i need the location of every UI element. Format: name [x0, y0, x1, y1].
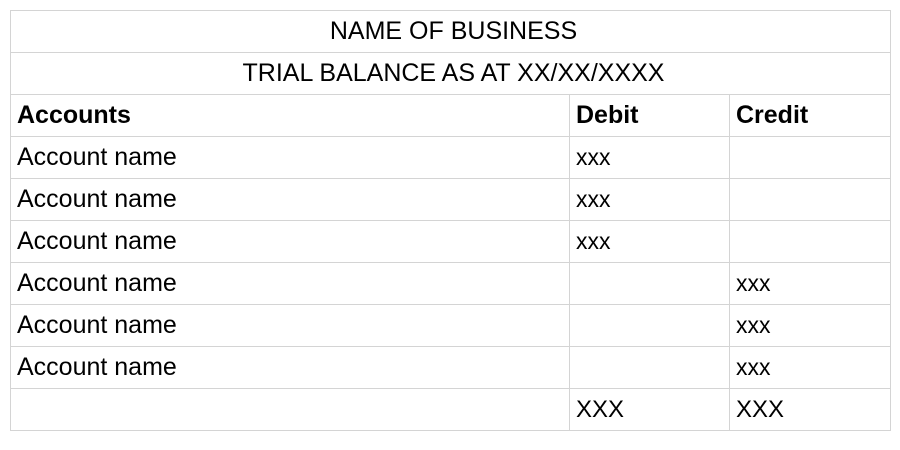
trial-balance-table: NAME OF BUSINESS TRIAL BALANCE AS AT XX/…	[9, 10, 892, 431]
accounts-header-cell[interactable]: Accounts	[10, 94, 570, 137]
account-name-cell[interactable]: Account name	[10, 220, 570, 263]
account-name-cell[interactable]: Account name	[10, 136, 570, 179]
account-name-cell[interactable]: Account name	[10, 304, 570, 347]
totals-label-cell[interactable]	[10, 388, 570, 431]
credit-total-cell[interactable]: XXX	[728, 388, 892, 431]
account-name-cell[interactable]: Account name	[10, 262, 570, 305]
debit-header-cell[interactable]: Debit	[569, 94, 730, 137]
debit-cell[interactable]	[569, 346, 730, 389]
debit-total-cell[interactable]: XXX	[569, 388, 730, 431]
credit-cell[interactable]: xxx	[728, 304, 892, 347]
table-row: Account name xxx	[10, 262, 892, 305]
credit-cell[interactable]	[728, 220, 892, 263]
credit-cell[interactable]	[728, 136, 892, 179]
title-row: TRIAL BALANCE AS AT XX/XX/XXXX	[9, 52, 892, 95]
business-name-cell[interactable]: NAME OF BUSINESS	[9, 10, 892, 53]
business-name-row: NAME OF BUSINESS	[9, 10, 892, 53]
table-row: Account name xxx	[10, 346, 892, 389]
credit-cell[interactable]: xxx	[728, 262, 892, 305]
table-row: Account name xxx	[10, 178, 892, 221]
header-row: Accounts Debit Credit	[10, 94, 892, 137]
credit-cell[interactable]: xxx	[728, 346, 892, 389]
table-row: Account name xxx	[10, 136, 892, 179]
totals-row: XXX XXX	[10, 388, 892, 431]
debit-cell[interactable]: xxx	[569, 136, 730, 179]
trial-balance-sheet: NAME OF BUSINESS TRIAL BALANCE AS AT XX/…	[9, 10, 892, 440]
trial-balance-title-cell[interactable]: TRIAL BALANCE AS AT XX/XX/XXXX	[9, 52, 892, 95]
debit-cell[interactable]	[569, 304, 730, 347]
account-name-cell[interactable]: Account name	[10, 346, 570, 389]
table-row: Account name xxx	[10, 304, 892, 347]
debit-cell[interactable]	[569, 262, 730, 305]
debit-cell[interactable]: xxx	[569, 178, 730, 221]
table-row: Account name xxx	[10, 220, 892, 263]
account-name-cell[interactable]: Account name	[10, 178, 570, 221]
debit-cell[interactable]: xxx	[569, 220, 730, 263]
credit-cell[interactable]	[728, 178, 892, 221]
credit-header-cell[interactable]: Credit	[728, 94, 892, 137]
